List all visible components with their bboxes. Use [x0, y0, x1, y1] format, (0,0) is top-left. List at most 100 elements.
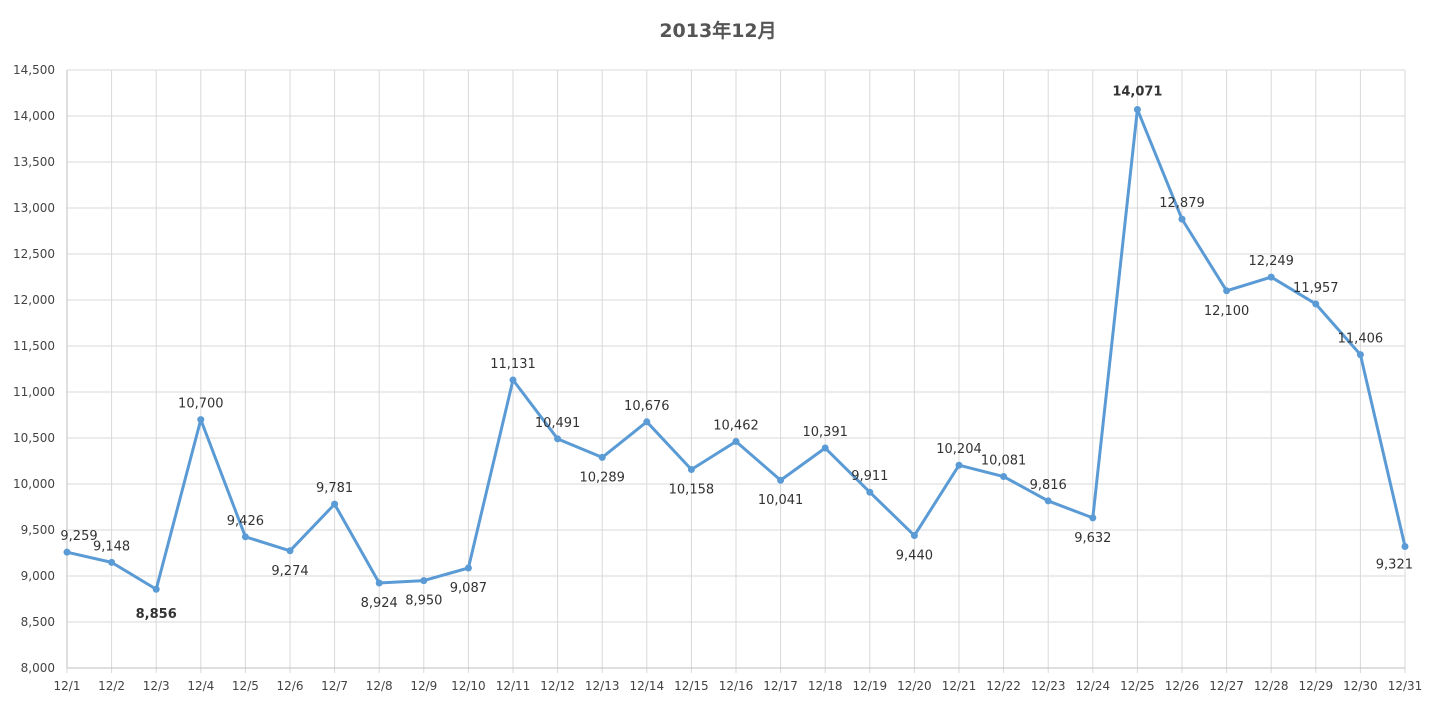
- data-label: 9,426: [227, 514, 264, 529]
- x-tick-label: 12/1: [54, 679, 81, 693]
- data-point: [331, 500, 339, 508]
- y-tick-label: 13,000: [13, 201, 55, 215]
- data-point: [1223, 287, 1231, 295]
- data-point: [687, 465, 695, 473]
- data-point: [643, 418, 651, 426]
- data-label: 10,676: [624, 399, 670, 414]
- data-label: 12,100: [1204, 304, 1250, 319]
- data-point: [1133, 105, 1141, 113]
- y-tick-label: 14,500: [13, 63, 55, 77]
- x-tick-label: 12/10: [451, 679, 486, 693]
- data-point: [1178, 215, 1186, 223]
- data-label: 8,950: [405, 594, 442, 609]
- data-label: 9,087: [450, 581, 487, 596]
- x-tick-label: 12/26: [1165, 679, 1200, 693]
- y-tick-label: 9,500: [21, 523, 55, 537]
- x-tick-label: 12/23: [1031, 679, 1066, 693]
- y-tick-label: 9,000: [21, 569, 55, 583]
- x-tick-label: 12/5: [232, 679, 259, 693]
- data-label: 10,041: [758, 493, 804, 508]
- data-label: 9,632: [1074, 531, 1111, 546]
- x-tick-label: 12/15: [674, 679, 709, 693]
- data-label: 11,131: [490, 357, 536, 372]
- grid-layer: [66, 69, 1406, 673]
- data-label: 9,148: [93, 539, 130, 554]
- x-tick-label: 12/12: [540, 679, 575, 693]
- y-tick-label: 10,500: [13, 431, 55, 445]
- data-point: [598, 453, 606, 461]
- x-tick-label: 12/11: [496, 679, 531, 693]
- y-tick-label: 10,000: [13, 477, 55, 491]
- y-tick-label: 12,500: [13, 247, 55, 261]
- x-tick-label: 12/19: [853, 679, 888, 693]
- x-tick-label: 12/21: [942, 679, 977, 693]
- data-label: 10,700: [178, 397, 224, 412]
- data-point: [108, 558, 116, 566]
- x-tick-label: 12/14: [630, 679, 665, 693]
- x-tick-label: 12/13: [585, 679, 620, 693]
- x-tick-label: 12/7: [321, 679, 348, 693]
- data-point: [1089, 514, 1097, 522]
- data-point: [152, 585, 160, 593]
- data-label: 10,462: [713, 418, 759, 433]
- data-point: [420, 577, 428, 585]
- x-tick-label: 12/3: [143, 679, 170, 693]
- data-label: 9,911: [851, 469, 888, 484]
- data-point: [777, 476, 785, 484]
- x-tick-label: 12/29: [1299, 679, 1334, 693]
- data-point: [509, 376, 517, 384]
- data-label: 11,406: [1338, 332, 1384, 347]
- x-tick-label: 12/22: [986, 679, 1021, 693]
- data-point: [1356, 351, 1364, 359]
- data-label: 12,249: [1248, 254, 1294, 269]
- data-label: 9,816: [1030, 478, 1067, 493]
- data-point: [241, 533, 249, 541]
- axis-layer: 8,000 8,500 9,000 9,500 10,000 10,500 11,000 11…: [13, 63, 1422, 693]
- x-tick-label: 12/4: [187, 679, 214, 693]
- x-tick-label: 12/24: [1076, 679, 1111, 693]
- x-tick-label: 12/18: [808, 679, 843, 693]
- y-tick-label: 11,000: [13, 385, 55, 399]
- x-tick-label: 12/31: [1388, 679, 1423, 693]
- x-tick-label: 12/20: [897, 679, 932, 693]
- data-label: 10,158: [669, 482, 715, 497]
- data-label: 9,321: [1376, 557, 1413, 572]
- y-tick-label: 11,500: [13, 339, 55, 353]
- data-label: 9,781: [316, 481, 353, 496]
- data-point: [464, 564, 472, 572]
- y-tick-label: 8,500: [21, 615, 55, 629]
- data-point: [1044, 497, 1052, 505]
- data-label: 10,081: [981, 454, 1027, 469]
- data-label: 9,440: [896, 549, 933, 564]
- data-point: [554, 435, 562, 443]
- x-tick-label: 12/16: [719, 679, 754, 693]
- data-point: [1267, 273, 1275, 281]
- x-tick-label: 12/17: [763, 679, 798, 693]
- data-label: 11,957: [1293, 281, 1339, 296]
- data-point: [1000, 473, 1008, 481]
- x-tick-label: 12/27: [1209, 679, 1244, 693]
- data-label: 10,391: [802, 425, 848, 440]
- data-point: [1401, 542, 1409, 550]
- x-tick-label: 12/6: [277, 679, 304, 693]
- data-label: 10,204: [936, 442, 982, 457]
- data-point: [910, 532, 918, 540]
- data-point: [1312, 300, 1320, 308]
- chart-title: 2013年12月: [659, 19, 776, 42]
- data-label: 14,071: [1112, 84, 1162, 99]
- data-label: 12,879: [1159, 196, 1205, 211]
- y-tick-label: 12,000: [13, 293, 55, 307]
- data-point: [286, 547, 294, 555]
- series-layer: [63, 105, 1409, 593]
- data-point: [375, 579, 383, 587]
- y-tick-label: 13,500: [13, 155, 55, 169]
- data-point: [821, 444, 829, 452]
- data-label: 10,491: [535, 416, 581, 431]
- x-tick-label: 12/2: [98, 679, 125, 693]
- data-label: 8,856: [136, 607, 177, 622]
- y-tick-label: 8,000: [21, 661, 55, 675]
- data-label: 9,274: [271, 564, 308, 579]
- data-point: [732, 437, 740, 445]
